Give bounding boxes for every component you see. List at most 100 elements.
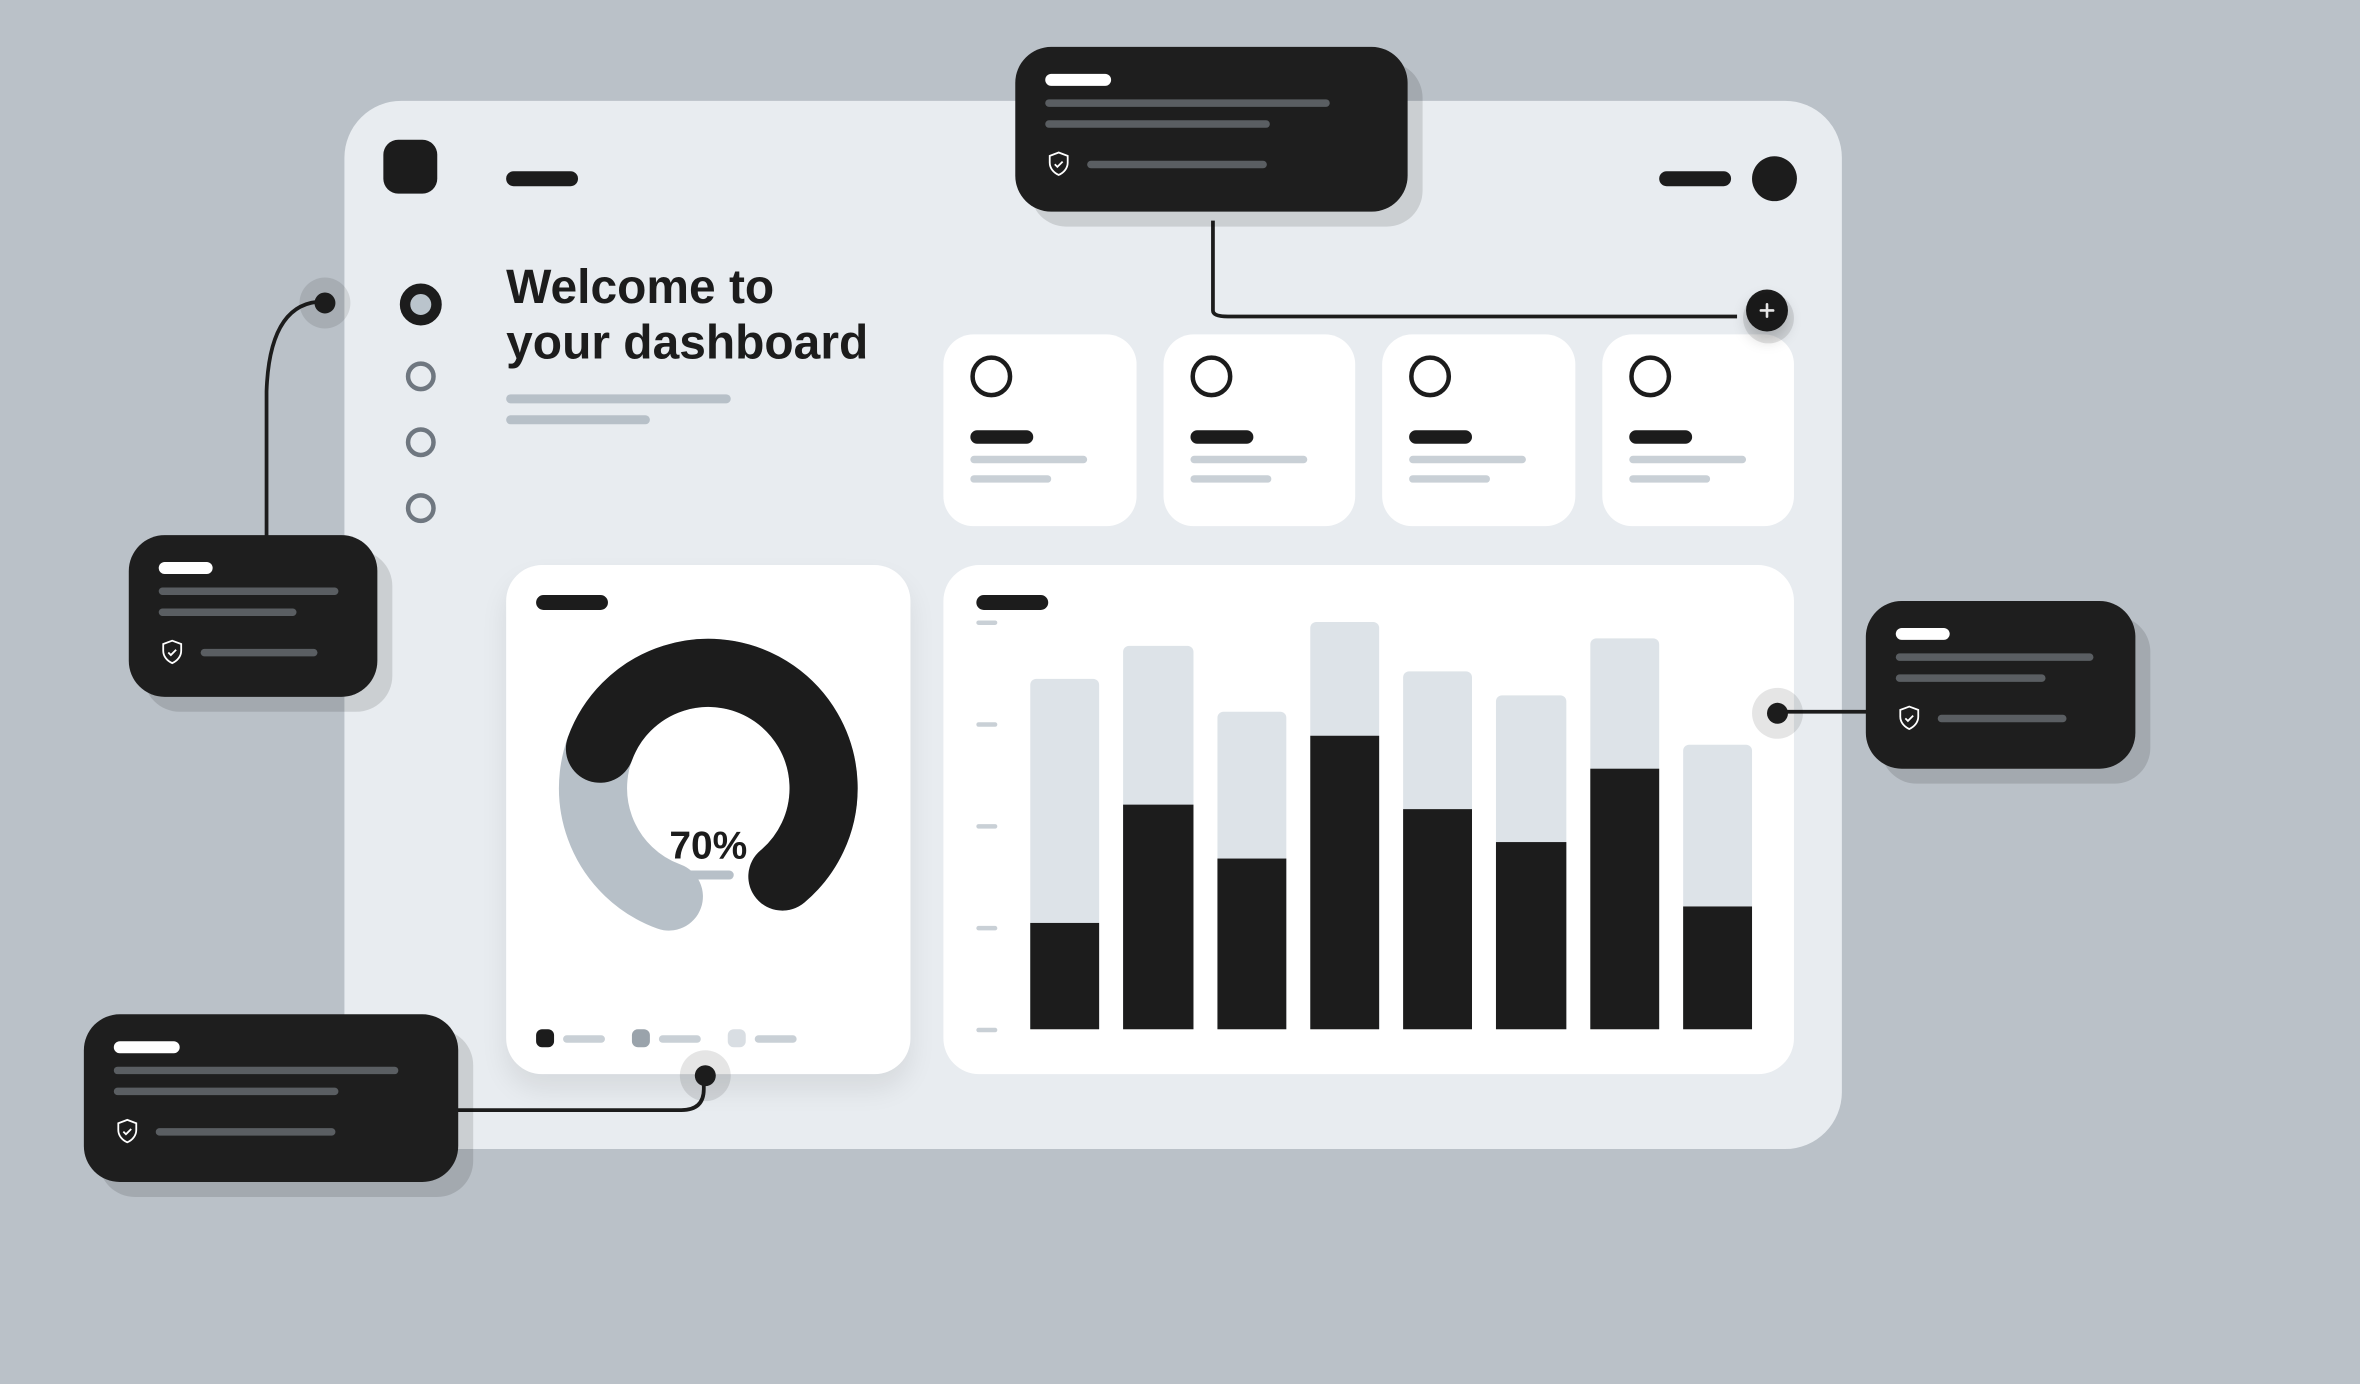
y-tick [976, 1027, 997, 1031]
subtitle-line [506, 414, 650, 423]
callout-bottom[interactable] [84, 1014, 458, 1182]
callout-line [156, 1127, 336, 1134]
callout-title-placeholder [159, 562, 213, 574]
bar-chart [976, 622, 1761, 1029]
callout-line [1045, 120, 1270, 127]
card-title-placeholder [976, 595, 1048, 610]
bar-0 [1021, 622, 1108, 1029]
sidebar-nav-item-0[interactable] [400, 283, 442, 325]
page-title: Welcome to your dashboard [506, 259, 868, 369]
callout-line [159, 608, 297, 615]
sidebar-nav [383, 283, 458, 523]
callout-title-placeholder [1045, 74, 1111, 86]
legend-label-placeholder [659, 1034, 701, 1041]
donut-legend [536, 1029, 880, 1047]
bar-fg [1496, 842, 1565, 1029]
stat-icon-ring [1190, 355, 1232, 397]
anchor-dot [1767, 702, 1788, 723]
legend-swatch [728, 1029, 746, 1047]
callout-line [1045, 99, 1330, 106]
callout-line [114, 1087, 339, 1094]
y-tick [976, 722, 997, 726]
stat-line [1409, 455, 1526, 462]
subtitle-line [506, 393, 731, 402]
callout-line [1896, 674, 2046, 681]
legend-swatch [632, 1029, 650, 1047]
legend-swatch [536, 1029, 554, 1047]
stat-line [1628, 475, 1709, 482]
bar-fg [1683, 907, 1752, 1029]
y-tick [976, 620, 997, 624]
topbar-label [1659, 171, 1731, 186]
bar-2 [1208, 622, 1295, 1029]
stat-card-0[interactable] [943, 334, 1135, 526]
callout-line [1938, 714, 2067, 721]
bar-fg [1310, 736, 1379, 1029]
app-window: Welcome to your dashboard 70 [344, 100, 1841, 1148]
sidebar-nav-item-3[interactable] [406, 493, 436, 523]
anchor-halo [1743, 292, 1794, 343]
stat-line [1190, 455, 1307, 462]
stat-cards-row [943, 334, 1794, 526]
stat-line [970, 475, 1051, 482]
legend-item-2 [728, 1029, 797, 1047]
app-logo[interactable] [383, 139, 437, 193]
avatar[interactable] [1752, 156, 1797, 201]
legend-label-placeholder [755, 1034, 797, 1041]
callout-top[interactable] [1015, 47, 1407, 212]
sidebar [383, 139, 458, 522]
bar-3 [1301, 622, 1388, 1029]
legend-item-1 [632, 1029, 701, 1047]
anchor-dot [695, 1065, 716, 1086]
legend-label-placeholder [563, 1034, 605, 1041]
bar-chart-card[interactable] [943, 565, 1794, 1074]
shield-check-icon [1896, 702, 1923, 732]
callout-line [1087, 160, 1267, 167]
stat-line [1409, 475, 1490, 482]
callout-line [1896, 653, 2094, 660]
bar-fg [1403, 809, 1472, 1029]
callout-right[interactable] [1866, 601, 2136, 769]
donut-percent-label: 70% [506, 822, 910, 868]
callout-line [201, 648, 318, 655]
stat-card-1[interactable] [1163, 334, 1355, 526]
callout-title-placeholder [1896, 628, 1950, 640]
bar-5 [1487, 622, 1574, 1029]
y-tick [976, 926, 997, 930]
donut-sub-label [506, 870, 910, 879]
welcome-block: Welcome to your dashboard [506, 259, 868, 423]
donut-chart [536, 631, 880, 945]
bar-7 [1674, 622, 1761, 1029]
callout-left[interactable] [129, 535, 378, 697]
stat-card-2[interactable] [1382, 334, 1574, 526]
stat-icon-ring [970, 355, 1012, 397]
bar-1 [1114, 622, 1201, 1029]
stat-card-3[interactable] [1602, 334, 1794, 526]
stat-value-placeholder [1628, 430, 1691, 443]
shield-check-icon [114, 1116, 141, 1146]
stat-value-placeholder [1190, 430, 1253, 443]
sidebar-nav-item-2[interactable] [406, 427, 436, 457]
shield-check-icon [159, 637, 186, 667]
stat-value-placeholder [1409, 430, 1472, 443]
stat-line [970, 455, 1087, 462]
sidebar-nav-item-1[interactable] [406, 361, 436, 391]
callout-title-placeholder [114, 1041, 180, 1053]
bar-fg [1030, 923, 1099, 1029]
bar-4 [1394, 622, 1481, 1029]
stat-icon-ring [1628, 355, 1670, 397]
y-tick [976, 824, 997, 828]
callout-line [159, 587, 339, 594]
anchor-dot [314, 292, 335, 313]
bar-6 [1581, 622, 1668, 1029]
callout-line [114, 1066, 399, 1073]
stat-line [1190, 475, 1271, 482]
bars-container [1021, 622, 1761, 1029]
legend-item-0 [536, 1029, 605, 1047]
card-title-placeholder [536, 595, 608, 610]
stat-value-placeholder [970, 430, 1033, 443]
shield-check-icon [1045, 148, 1072, 178]
bar-fg [1590, 768, 1659, 1029]
bar-fg [1217, 858, 1286, 1029]
donut-card[interactable]: 70% [506, 565, 910, 1074]
